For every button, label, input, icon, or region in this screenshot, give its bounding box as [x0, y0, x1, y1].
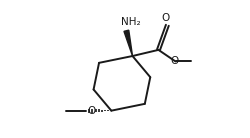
Text: O: O	[170, 56, 178, 67]
Polygon shape	[124, 30, 132, 56]
Text: O: O	[88, 106, 96, 116]
Text: O: O	[162, 13, 170, 22]
Text: NH₂: NH₂	[121, 17, 141, 27]
